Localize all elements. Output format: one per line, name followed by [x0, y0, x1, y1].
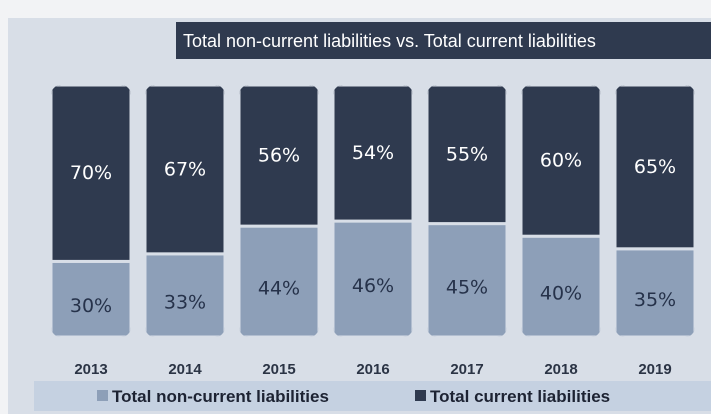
bar-segment [427, 222, 507, 337]
value-label: 56% [258, 145, 300, 167]
bar-segment [333, 85, 413, 223]
value-label: 55% [446, 143, 488, 165]
bar-group [615, 85, 695, 337]
legend-swatch [415, 390, 426, 401]
x-tick-label: 2014 [168, 361, 202, 378]
bar-group [145, 85, 225, 337]
bar-group [427, 85, 507, 337]
bar-segment [427, 85, 507, 226]
bar-group [333, 85, 413, 337]
value-label: 33% [164, 291, 206, 313]
title-box [176, 22, 711, 59]
value-label: 46% [352, 275, 394, 297]
value-label: 40% [540, 283, 582, 305]
value-label: 54% [352, 142, 394, 164]
bar-segment [145, 85, 225, 256]
x-tick-label: 2017 [450, 361, 483, 378]
x-tick-label: 2015 [262, 361, 295, 378]
legend-box [34, 381, 711, 411]
bar-segment [51, 85, 131, 263]
bar-group [521, 85, 601, 337]
bar-group [239, 85, 319, 337]
x-tick-label: 2018 [544, 361, 577, 378]
legend-label: Total non-current liabilities [112, 387, 329, 406]
legend-swatch [97, 390, 108, 401]
value-label: 65% [634, 156, 676, 178]
value-label: 60% [540, 150, 582, 172]
bar-segment [51, 259, 131, 337]
bar-group [51, 85, 131, 337]
bar-segment [145, 252, 225, 337]
value-label: 44% [258, 278, 300, 300]
bar-segment [615, 85, 695, 251]
value-label: 45% [446, 276, 488, 298]
x-tick-label: 2019 [638, 361, 671, 378]
bar-segment [239, 85, 319, 228]
value-label: 30% [70, 295, 112, 317]
legend-label: Total current liabilities [430, 387, 610, 406]
x-tick-label: 2016 [356, 361, 389, 378]
x-tick-label: 2013 [74, 361, 107, 378]
bar-segment [521, 85, 601, 238]
value-label: 70% [70, 162, 112, 184]
value-label: 35% [634, 289, 676, 311]
chart-title: Total non-current liabilities vs. Total … [183, 31, 596, 51]
value-label: 67% [164, 158, 206, 180]
